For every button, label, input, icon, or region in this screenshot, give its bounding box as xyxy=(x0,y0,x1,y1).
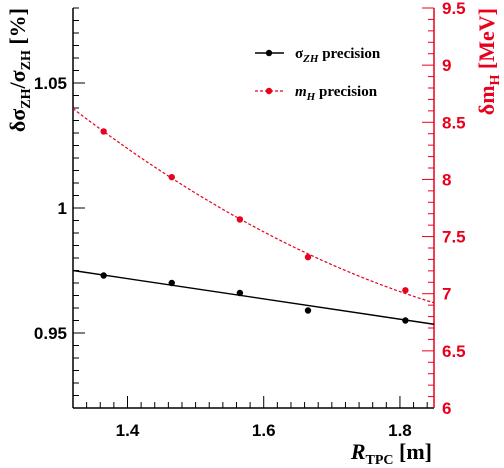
legend-mass-marker xyxy=(265,87,273,95)
y-left-tick-label: 1.05 xyxy=(34,74,67,93)
left-axis-label: δσZH/σZH [%] xyxy=(5,8,34,132)
sigma-point xyxy=(402,317,409,324)
right-axis-label: δmH [MeV] xyxy=(474,8,503,115)
mass-fit-curve xyxy=(72,108,435,304)
x-axis-label: RTPC [m] xyxy=(350,439,432,468)
y-right-tick-label: 7 xyxy=(442,285,451,304)
sigma-point xyxy=(236,289,244,297)
x-tick-label: 1.4 xyxy=(116,421,140,440)
y-right-tick-label: 6 xyxy=(442,399,451,418)
legend-mass-label: mH precision xyxy=(295,84,378,103)
y-right-tick-label: 6.5 xyxy=(442,342,466,361)
sigma-fit-line xyxy=(72,269,435,325)
y-right-tick-label: 9 xyxy=(442,56,451,75)
legend-sigma-label: σZH precision xyxy=(295,46,381,65)
mass-point xyxy=(304,253,312,261)
x-tick-label: 1.6 xyxy=(252,421,276,440)
y-right-tick-label: 8 xyxy=(442,170,451,189)
legend-sigma-marker xyxy=(265,49,273,57)
y-left-tick-label: 1 xyxy=(58,199,67,218)
y-right-tick-label: 8.5 xyxy=(442,113,466,132)
mass-point xyxy=(100,128,107,135)
x-tick-label: 1.8 xyxy=(388,421,412,440)
sigma-point xyxy=(304,307,312,314)
y-left-tick-label: 0.95 xyxy=(34,324,67,343)
y-right-tick-label: 9.5 xyxy=(442,0,466,18)
legend: σZH precision mH precision xyxy=(255,46,381,103)
sigma-point xyxy=(168,279,175,287)
mass-point xyxy=(168,173,175,181)
sigma-point xyxy=(100,272,107,279)
mass-point xyxy=(236,216,244,223)
mass-point xyxy=(402,287,409,294)
y-right-tick-label: 7.5 xyxy=(442,228,466,247)
